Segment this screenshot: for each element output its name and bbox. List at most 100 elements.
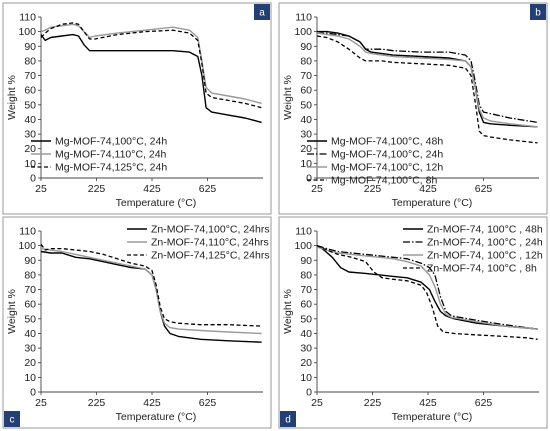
- y-tick-label: 80: [300, 55, 312, 67]
- y-tick-label: 0: [306, 387, 312, 399]
- y-tick-label: 30: [300, 343, 312, 355]
- legend-entry: Zn-MOF-74,110°C, 24hrs: [151, 237, 269, 249]
- x-tick-label: 425: [419, 397, 437, 409]
- series-line: [317, 32, 538, 124]
- x-tick-label: 625: [199, 397, 217, 409]
- y-tick-label: 40: [24, 328, 36, 340]
- y-tick-label: 50: [24, 313, 36, 325]
- x-tick-label: 25: [311, 183, 323, 195]
- y-axis-label: Weight %: [6, 75, 18, 120]
- legend-entry: Zn-MOF-74, 100°C , 12h: [427, 250, 543, 262]
- series-line: [40, 33, 262, 124]
- series-line: [40, 243, 262, 327]
- x-axis-label: Temperature (°C): [392, 411, 473, 423]
- y-tick-label: 50: [300, 99, 312, 111]
- x-tick-label: 625: [475, 183, 493, 195]
- y-tick-label: 30: [300, 129, 312, 141]
- legend-entry: Zn-MOF-74, 100°C , 8h: [427, 263, 537, 275]
- series-line: [40, 22, 262, 109]
- legend-entry: Zn-MOF-74,100°C, 24hrs: [151, 224, 270, 236]
- x-tick-label: 625: [475, 397, 493, 409]
- x-axis-label: Temperature (°C): [116, 197, 197, 209]
- panel-letter-badge: [4, 411, 20, 427]
- y-tick-label: 90: [24, 255, 36, 267]
- y-tick-label: 20: [24, 357, 36, 369]
- legend-entry: Mg-MOF-74,100°C, 24h: [331, 149, 443, 161]
- series-line: [40, 247, 262, 335]
- x-tick-label: 25: [311, 397, 323, 409]
- x-tick-label: 425: [143, 183, 161, 195]
- legend-entry: Zn-MOF-74,125°C, 24hrs: [151, 250, 270, 262]
- series-line: [316, 32, 538, 128]
- y-tick-label: 20: [300, 357, 312, 369]
- y-tick-label: 50: [24, 99, 36, 111]
- legend-entry: Mg-MOF-74,100°C, 48h: [331, 136, 443, 148]
- panel-border: [2, 2, 272, 215]
- panel-letter: a: [259, 8, 265, 19]
- y-tick-label: 70: [300, 284, 312, 296]
- y-tick-label: 0: [30, 173, 36, 185]
- y-tick-label: 40: [300, 328, 312, 340]
- y-tick-label: 100: [294, 240, 312, 252]
- legend-entry: Mg-MOF-74,110°C, 24h: [55, 149, 167, 161]
- y-tick-label: 90: [300, 41, 312, 53]
- x-tick-label: 225: [364, 183, 382, 195]
- y-tick-label: 0: [30, 387, 36, 399]
- y-tick-label: 20: [300, 143, 312, 155]
- panel-letter-badge: [254, 4, 270, 20]
- y-tick-label: 10: [24, 158, 36, 170]
- panel-c: 0 10 20 30 40 50 60 70 80 90 100 110 25 225 425 625Temp…: [2, 216, 272, 429]
- y-tick-label: 60: [300, 299, 312, 311]
- y-tick-label: 30: [24, 129, 36, 141]
- y-tick-label: 40: [24, 114, 36, 126]
- y-tick-label: 20: [24, 143, 36, 155]
- y-tick-label: 70: [24, 284, 36, 296]
- x-tick-label: 225: [88, 183, 106, 195]
- panel-b: 0 10 20 30 40 50 60 70 80 90 100 110 25 225 425 625Temp…: [278, 2, 548, 215]
- x-axis-label: Temperature (°C): [116, 411, 197, 423]
- y-tick-label: 90: [24, 41, 36, 53]
- y-tick-label: 60: [24, 299, 36, 311]
- series-line: [316, 35, 538, 144]
- legend-entry: Mg-MOF-74,100°C, 12h: [331, 162, 443, 174]
- y-tick-label: 50: [300, 313, 312, 325]
- legend-entry: Mg-MOF-74,100°C, 8h: [331, 175, 437, 187]
- y-tick-label: 60: [300, 85, 312, 97]
- y-tick-label: 90: [300, 255, 312, 267]
- x-tick-label: 425: [143, 397, 161, 409]
- panel-border: [278, 216, 548, 429]
- y-tick-label: 110: [295, 12, 312, 24]
- y-tick-label: 30: [24, 343, 36, 355]
- x-axis-label: Temperature (°C): [392, 197, 473, 209]
- series-line: [317, 30, 538, 128]
- legend-entry: Mg-MOF-74,100°C, 24h: [55, 136, 167, 148]
- panel-letter-badge: [280, 411, 296, 427]
- series-line: [316, 246, 538, 330]
- y-tick-label: 80: [24, 269, 36, 281]
- y-tick-label: 70: [300, 70, 312, 82]
- y-tick-label: 10: [300, 158, 312, 170]
- panel-letter-badge: [530, 4, 546, 20]
- legend-entry: Mg-MOF-74,125°C, 24h: [55, 162, 167, 174]
- panel-d: 0 10 20 30 40 50 60 70 80 90 100 110 25 225 425 625Temp…: [278, 216, 548, 429]
- y-tick-label: 110: [295, 226, 312, 238]
- y-tick-label: 80: [24, 55, 36, 67]
- y-tick-label: 100: [294, 26, 312, 38]
- y-axis-label: Weight %: [282, 289, 294, 334]
- y-tick-label: 80: [300, 269, 312, 281]
- y-tick-label: 100: [18, 26, 36, 38]
- panel-letter: d: [285, 415, 291, 426]
- y-axis-label: Weight %: [6, 289, 18, 334]
- x-tick-label: 25: [35, 397, 47, 409]
- y-tick-label: 0: [306, 173, 312, 185]
- y-tick-label: 110: [19, 12, 36, 24]
- y-tick-label: 40: [300, 114, 312, 126]
- y-tick-label: 10: [24, 372, 36, 384]
- y-tick-label: 10: [300, 372, 312, 384]
- panel-letter: b: [535, 8, 541, 19]
